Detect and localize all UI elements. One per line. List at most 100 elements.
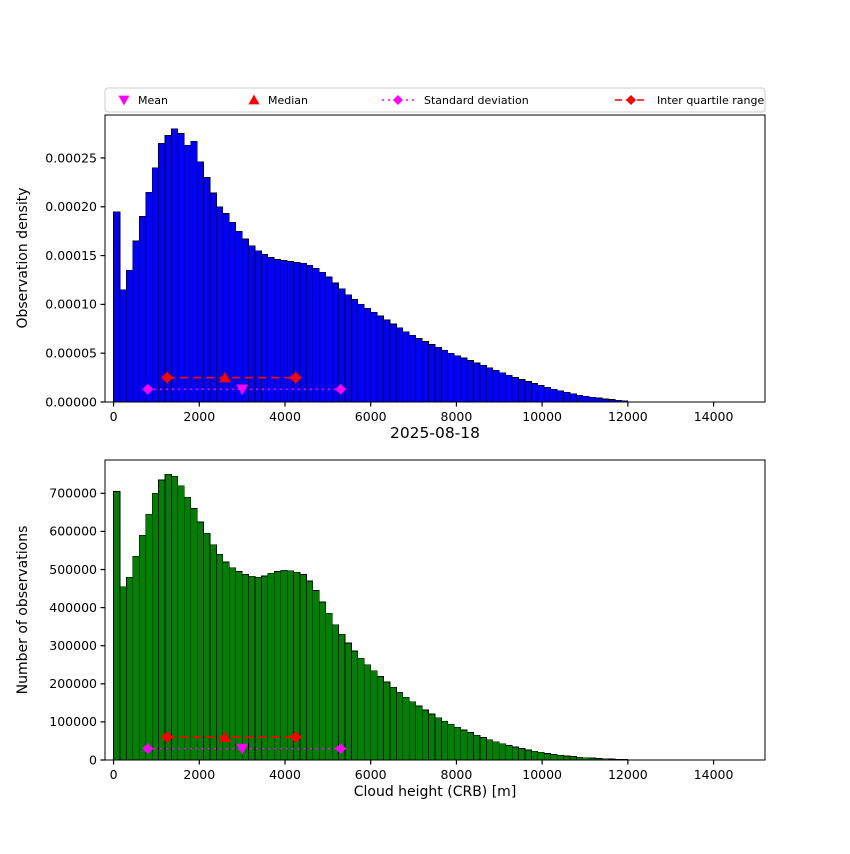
median-marker — [219, 731, 231, 742]
histogram-bar — [357, 657, 365, 761]
histogram-bar — [370, 670, 378, 761]
histogram-bar — [183, 496, 192, 761]
histogram-bar — [190, 141, 198, 403]
histogram-bar — [216, 206, 224, 403]
y-tick-label: 500000 — [49, 562, 97, 577]
histogram-bar — [537, 385, 545, 403]
histogram-bar — [235, 571, 243, 761]
histogram-bar — [531, 750, 539, 761]
histogram-bar — [466, 360, 474, 403]
y-tick-label: 400000 — [49, 600, 97, 615]
histogram-bar — [267, 572, 275, 761]
stats-markers — [142, 371, 347, 396]
histogram-bar — [370, 311, 378, 403]
histogram-bar — [183, 144, 192, 403]
histogram-bar — [325, 276, 333, 403]
histogram-bar — [119, 289, 127, 403]
histogram-bar — [447, 352, 455, 403]
histogram-bar — [164, 135, 172, 403]
bottom-histogram: 0 2000 4000 6000 8000 10000 12000 14000 0 100000 2… — [49, 459, 766, 782]
histogram-bar — [299, 263, 307, 403]
histogram-bar — [556, 390, 564, 403]
histogram-bar — [209, 192, 217, 403]
x-tick-label: 8000 — [441, 409, 473, 424]
histogram-bar — [280, 260, 288, 403]
x-tick-label: 10000 — [522, 767, 562, 782]
y-tick-label: 300000 — [49, 638, 97, 653]
diamond-icon — [393, 95, 403, 105]
histogram-bar — [119, 586, 127, 761]
std-high-diamond-marker — [335, 743, 347, 755]
histogram-bar — [126, 269, 134, 403]
histogram-bar — [312, 590, 320, 761]
histogram-bar — [537, 752, 545, 761]
legend-box — [104, 87, 766, 113]
triangle-up-icon — [248, 94, 260, 105]
histogram-bar — [498, 372, 507, 403]
y-tick-label: 0.00020 — [45, 199, 97, 214]
histogram-bar — [132, 555, 140, 761]
histogram-bar — [505, 745, 513, 761]
histogram-bar — [344, 642, 352, 761]
histogram-bar — [318, 271, 327, 403]
median-marker — [219, 371, 231, 383]
histogram-bar — [441, 349, 449, 403]
histogram-bar — [389, 323, 397, 403]
histogram-bar — [331, 624, 339, 761]
y-tick-label: 600000 — [49, 524, 97, 539]
iqr-high-diamond-marker — [289, 731, 302, 744]
histogram-bar — [171, 128, 179, 403]
histogram-bar — [280, 569, 288, 761]
histogram-bar — [396, 327, 404, 403]
histogram-bar — [511, 746, 519, 761]
histogram-bar — [151, 492, 159, 761]
top-y-axis-label: Observation density — [15, 187, 31, 328]
y-tick-label: 0.00025 — [45, 150, 97, 165]
triangle-down-icon — [118, 95, 130, 106]
histogram-bar — [402, 696, 410, 761]
histogram-bar — [460, 357, 468, 403]
histogram-bar — [158, 142, 166, 403]
histogram-bar — [306, 264, 314, 403]
histogram-bar — [569, 393, 577, 403]
y-tick-label: 0.00010 — [45, 297, 97, 312]
histogram-bar — [363, 664, 372, 761]
x-tick-label: 2000 — [183, 767, 215, 782]
histogram-bar — [254, 576, 262, 761]
histogram-bar — [505, 374, 513, 403]
histogram-bar — [415, 338, 423, 403]
x-tick-label: 14000 — [694, 409, 734, 424]
legend-label: Mean — [138, 94, 168, 107]
histogram-bar — [576, 394, 584, 403]
histogram-bar — [492, 741, 500, 761]
histogram-bar — [363, 307, 372, 403]
histogram-bar — [222, 561, 230, 761]
x-tick-label: 10000 — [522, 409, 562, 424]
histogram-bar — [293, 571, 301, 761]
axes-frame — [104, 459, 766, 761]
histogram-bar — [479, 365, 487, 403]
histogram-bar — [486, 739, 494, 761]
histogram-bar — [267, 257, 275, 403]
x-tick-label: 0 — [110, 409, 118, 424]
histogram-bar — [447, 723, 455, 761]
histogram-bar — [402, 331, 410, 403]
x-tick-label: 6000 — [355, 767, 387, 782]
legend-item: Median — [248, 94, 308, 107]
histogram-bar — [351, 650, 359, 761]
std-high-diamond-marker — [335, 383, 347, 395]
histogram-bar — [473, 362, 481, 403]
histogram-bar — [132, 240, 140, 403]
histogram-bar — [434, 717, 442, 761]
histogram-bar — [588, 396, 597, 403]
legend: Mean Median Standard deviation Inter quarti… — [104, 87, 766, 113]
histogram-bar — [151, 167, 159, 403]
bottom-y-axis-label: Number of observations — [15, 526, 31, 695]
histogram-bar — [351, 299, 359, 403]
legend-label: Inter quartile range — [657, 94, 764, 107]
x-tick-label: 0 — [110, 767, 118, 782]
histogram-bar — [203, 177, 211, 403]
histogram-bar — [241, 574, 249, 761]
histogram-bar — [428, 344, 436, 403]
y-tick-label: 0 — [89, 752, 97, 767]
